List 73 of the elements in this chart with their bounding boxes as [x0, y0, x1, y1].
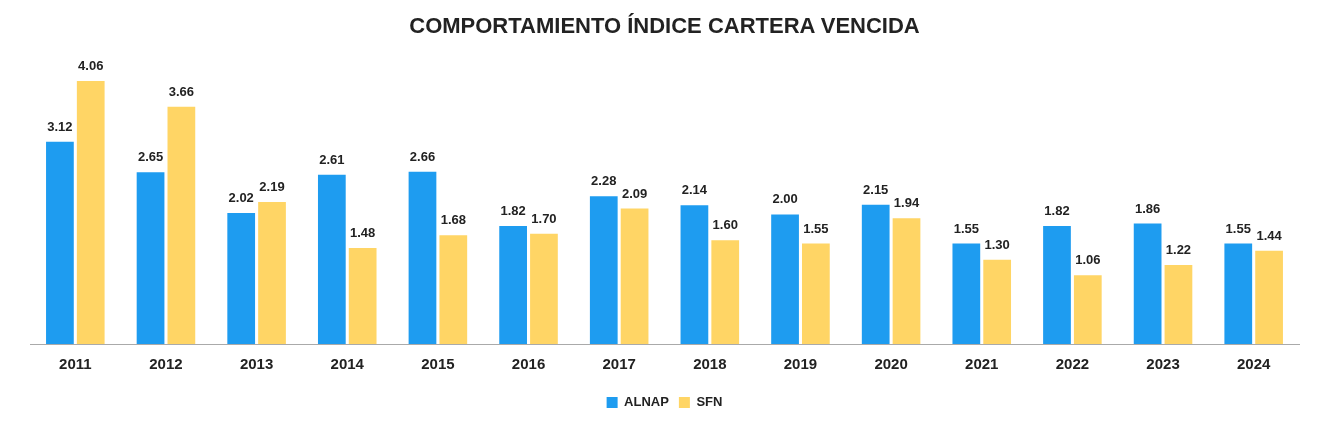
data-label: 1.86: [1134, 200, 1161, 216]
x-tick-label: 2016: [511, 355, 546, 373]
bar: [46, 141, 74, 344]
x-tick-label: 2017: [602, 355, 636, 373]
bar: [530, 233, 558, 344]
bar: [408, 171, 437, 344]
bar: [680, 205, 709, 344]
x-tick-label: 2021: [965, 355, 999, 373]
data-label: 1.55: [803, 220, 829, 236]
data-label: 1.22: [1165, 242, 1192, 258]
x-tick-label: 2019: [783, 355, 818, 373]
data-label: 2.28: [591, 173, 617, 189]
data-label: 1.82: [1044, 203, 1070, 219]
x-tick-label: 2022: [1055, 355, 1090, 373]
bar: [892, 218, 921, 344]
x-tick-label: 2015: [421, 355, 455, 373]
x-tick-label: 2011: [59, 355, 92, 373]
bar: [136, 172, 165, 344]
bar: [861, 204, 890, 344]
data-label: 3.12: [47, 118, 73, 134]
chart-title: COMPORTAMIENTO ÍNDICE CARTERA VENCIDA: [409, 13, 920, 39]
data-label: 4.06: [78, 57, 104, 73]
data-label: 2.14: [681, 182, 708, 198]
bar: [439, 235, 468, 344]
legend-label: SFN: [696, 394, 723, 410]
data-label: 1.60: [712, 217, 738, 233]
x-tick-label: 2014: [330, 355, 365, 373]
bar: [952, 243, 981, 344]
data-label: 1.06: [1075, 252, 1101, 268]
x-tick-label: 2024: [1236, 355, 1272, 373]
data-label: 2.00: [772, 191, 798, 207]
bar: [802, 243, 830, 344]
x-tick-label: 2018: [693, 355, 727, 373]
bar: [76, 80, 105, 344]
data-label: 1.94: [893, 195, 920, 211]
data-label: 1.68: [440, 212, 466, 228]
data-label: 1.30: [984, 236, 1010, 252]
data-label: 2.09: [621, 185, 648, 201]
data-label: 1.82: [500, 203, 526, 219]
data-label: 1.55: [1225, 220, 1251, 236]
x-tick-label: 2020: [874, 355, 908, 373]
bar: [258, 202, 286, 344]
bar: [348, 248, 377, 344]
bar: [1164, 264, 1193, 344]
bar: [771, 214, 799, 344]
bar: [589, 196, 618, 344]
data-label: 1.44: [1256, 227, 1283, 243]
bar: [711, 240, 740, 344]
data-label: 1.55: [953, 220, 979, 236]
data-label: 2.61: [319, 151, 345, 167]
bar: [620, 208, 649, 344]
bar: [227, 213, 256, 344]
data-label: 2.65: [137, 149, 164, 165]
data-label: 3.66: [168, 83, 195, 99]
data-label: 2.15: [863, 181, 889, 197]
data-label: 2.19: [259, 179, 285, 195]
x-tick-label: 2023: [1146, 355, 1180, 373]
bar: [1255, 250, 1283, 344]
legend-label: ALNAP: [624, 394, 670, 410]
data-label: 1.70: [531, 210, 557, 226]
bar: [317, 174, 346, 344]
bar: [1224, 243, 1253, 344]
bar: [1133, 223, 1162, 344]
bar: [1073, 275, 1102, 344]
bar: [1043, 226, 1071, 344]
data-label: 2.66: [409, 148, 436, 164]
bar: [499, 226, 527, 344]
bar: [167, 106, 196, 344]
data-label: 1.48: [350, 225, 376, 241]
x-tick-label: 2013: [239, 355, 274, 373]
bar: [983, 259, 1012, 344]
x-tick-label: 2012: [149, 355, 183, 373]
data-label: 2.02: [228, 190, 254, 206]
